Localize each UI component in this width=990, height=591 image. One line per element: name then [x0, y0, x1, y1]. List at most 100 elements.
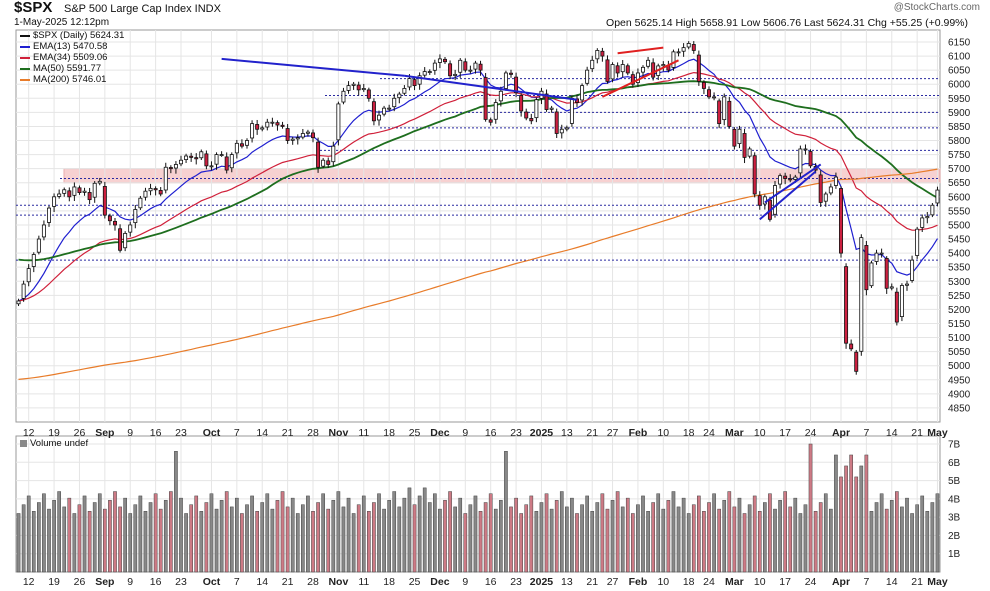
volume-bar: [768, 493, 772, 573]
x-tick-label: 19: [48, 427, 60, 439]
x-tick-label: May: [927, 427, 948, 439]
candle-body: [828, 186, 833, 194]
x-tick-label: 27: [607, 576, 619, 588]
candle-body: [529, 118, 534, 122]
candle-body: [245, 140, 249, 146]
price-tick-label: 5650: [948, 178, 971, 189]
volume-bar: [671, 491, 676, 573]
volume-bar: [42, 493, 46, 573]
candle-body: [321, 159, 326, 167]
volume-bar: [77, 504, 82, 573]
volume-title: Volume undef: [30, 438, 89, 449]
candle-body: [377, 114, 381, 121]
volume-bar: [798, 513, 803, 573]
candle-body: [752, 155, 757, 195]
candle-body: [762, 196, 767, 205]
volume-bar: [316, 502, 320, 573]
candle-body: [676, 51, 681, 54]
price-tick-label: 5100: [948, 333, 971, 344]
volume-legend: Volume undef: [20, 438, 88, 449]
candle-body: [432, 62, 437, 71]
x-tick-label: Sep: [95, 427, 114, 439]
x-tick-label: Feb: [629, 576, 648, 588]
candle-body: [874, 252, 879, 262]
volume-bar: [31, 511, 36, 573]
x-tick-label: 18: [683, 427, 695, 439]
volume-bar: [367, 511, 371, 573]
volume-bar: [834, 454, 838, 573]
candle-body: [412, 79, 417, 87]
volume-bar: [666, 500, 671, 573]
candle-body: [77, 187, 82, 193]
candle-body: [311, 132, 315, 139]
volume-bar: [82, 495, 87, 573]
volume-bar: [427, 502, 432, 573]
volume-bar: [361, 495, 366, 573]
candle-body: [453, 73, 458, 76]
volume-bar: [463, 513, 468, 573]
candle-body: [138, 197, 143, 209]
volume-tick-label: 3B: [948, 513, 961, 524]
volume-bar: [199, 511, 204, 573]
volume-bar: [651, 502, 655, 573]
candle-body: [910, 259, 915, 281]
volume-bar: [184, 513, 188, 573]
candle-body: [107, 215, 112, 222]
x-tick-label: 16: [485, 576, 497, 588]
x-tick-label: 21: [911, 427, 923, 439]
price-tick-label: 5350: [948, 263, 971, 274]
candle-body: [889, 286, 894, 289]
x-tick-label: 2025: [530, 576, 554, 588]
candle-body: [371, 101, 376, 122]
candle-body: [36, 238, 41, 253]
price-tick-label: 5700: [948, 164, 971, 175]
x-tick-label: 28: [307, 427, 319, 439]
volume-bar: [610, 500, 615, 573]
volume-bar: [554, 500, 559, 573]
candle-body: [417, 75, 422, 85]
x-tick-label: Mar: [725, 427, 744, 439]
volume-bar: [549, 508, 554, 573]
volume-bar: [661, 508, 666, 573]
volume-bar: [108, 500, 112, 573]
volume-bar: [392, 491, 397, 573]
candle-body: [260, 127, 265, 130]
price-tick-label: 5900: [948, 108, 971, 119]
volume-bar: [67, 497, 72, 573]
candle-body: [402, 88, 407, 94]
volume-tick-label: 1B: [948, 549, 961, 560]
ma50-line: [18, 80, 938, 262]
x-tick-label: Apr: [832, 576, 850, 588]
candle-body: [128, 224, 133, 233]
candle-body: [366, 89, 371, 99]
volume-bar: [544, 493, 549, 573]
volume-bar: [346, 497, 351, 573]
candle-body: [727, 100, 732, 127]
candle-body: [463, 61, 468, 71]
volume-bar: [935, 493, 940, 573]
price-tick-label: 6100: [948, 52, 971, 63]
x-tick-label: 9: [127, 427, 133, 439]
x-tick-label: 9: [462, 427, 468, 439]
volume-bar: [752, 495, 757, 573]
volume-bar: [788, 506, 793, 573]
candle-body: [641, 66, 645, 73]
volume-bar: [351, 513, 356, 573]
volume-bar: [189, 504, 193, 573]
volume-bar: [255, 511, 259, 573]
volume-bar: [625, 497, 630, 573]
volume-bar: [204, 502, 209, 573]
volume-bar: [250, 495, 254, 573]
candle-body: [732, 128, 737, 147]
volume-bar: [864, 454, 869, 573]
candle-body: [478, 63, 483, 71]
price-tick-label: 5600: [948, 192, 971, 203]
volume-bar: [803, 504, 808, 573]
candle-body: [397, 93, 402, 99]
volume-bar: [722, 500, 727, 573]
candle-body: [239, 143, 244, 147]
price-tick-label: 6000: [948, 80, 971, 91]
x-tick-label: 14: [886, 576, 898, 588]
candle-body: [894, 291, 899, 323]
